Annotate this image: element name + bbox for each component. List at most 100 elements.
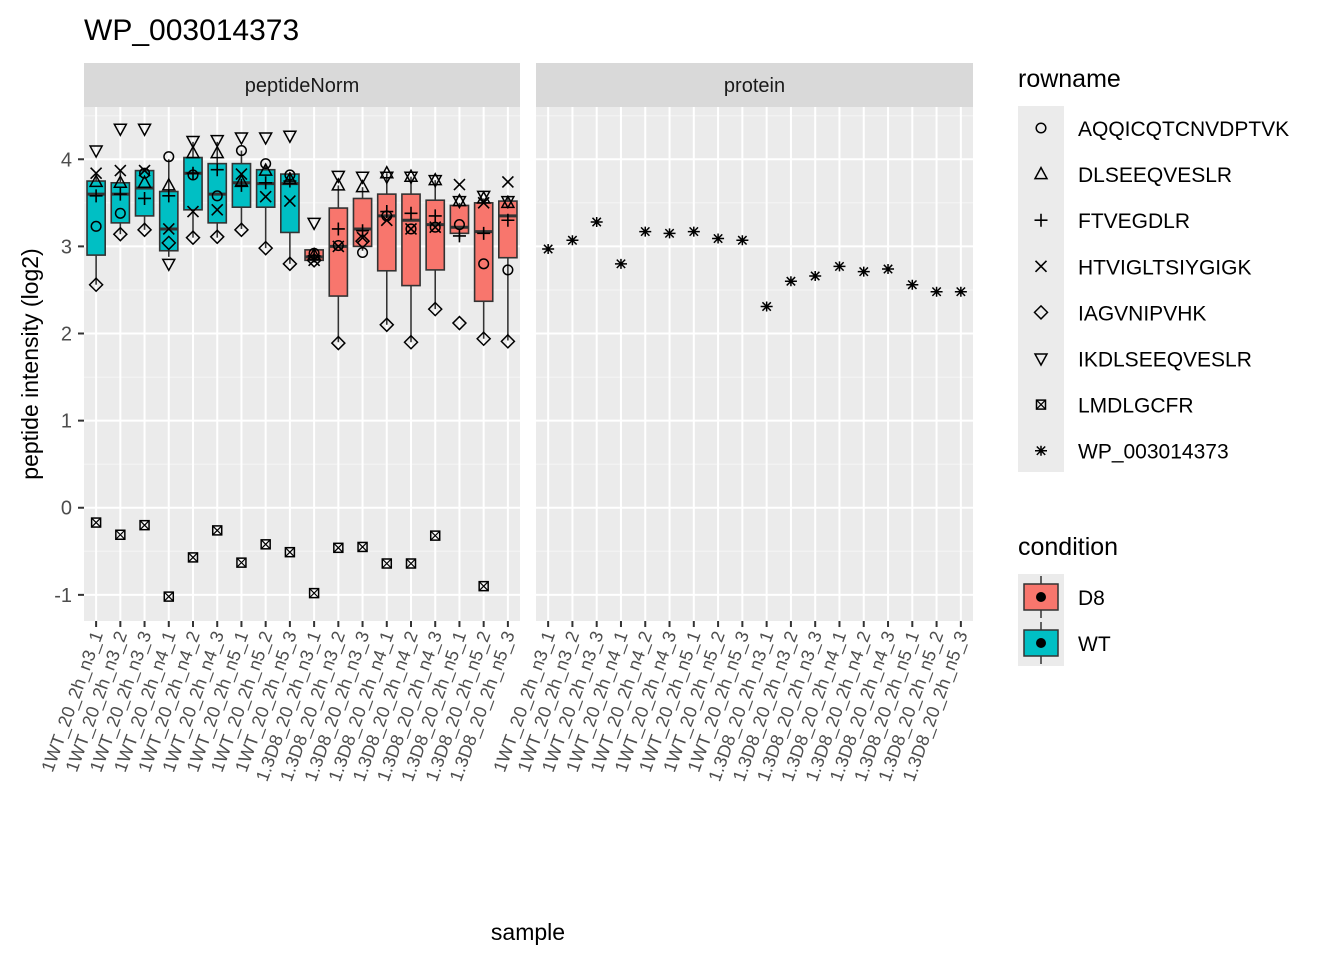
point-square-cross bbox=[478, 580, 489, 592]
point-plus bbox=[283, 174, 297, 188]
point-circle bbox=[163, 151, 175, 163]
y-tick-label: 3 bbox=[61, 236, 72, 258]
point-asterisk bbox=[566, 235, 579, 246]
point-square-cross-cross bbox=[333, 542, 344, 553]
point-circle bbox=[260, 158, 272, 170]
point-square-cross bbox=[163, 591, 175, 602]
point-triangle-down bbox=[306, 217, 322, 231]
point-square-cross bbox=[236, 557, 247, 568]
legend-condition-label: WT bbox=[1078, 633, 1111, 656]
point-triangle-down bbox=[331, 170, 346, 184]
point-triangle-down bbox=[161, 258, 177, 272]
chart-title: WP_003014373 bbox=[84, 14, 299, 47]
point-square-cross-cross bbox=[163, 591, 174, 602]
point-triangle-down bbox=[500, 195, 516, 210]
point-plus bbox=[138, 191, 152, 205]
point-circle bbox=[90, 220, 102, 232]
point-circle bbox=[235, 145, 247, 157]
point-cross bbox=[138, 164, 151, 177]
y-tick-label: 0 bbox=[61, 498, 72, 520]
y-axis: -1 0 1 2 3 4 bbox=[54, 149, 84, 607]
point-diamond bbox=[209, 229, 225, 245]
legend-key-dot bbox=[1036, 592, 1046, 602]
point-triangle bbox=[331, 177, 346, 191]
point-plus bbox=[428, 209, 442, 223]
legend-rowname-label: LMDLGCFR bbox=[1078, 395, 1194, 418]
point-square-cross-cross bbox=[284, 547, 295, 558]
legend-rowname-label: DLSEEQVESLR bbox=[1078, 164, 1232, 187]
point-asterisk bbox=[614, 258, 627, 269]
point-circle bbox=[139, 167, 151, 179]
point-circle bbox=[429, 221, 441, 233]
legend-key-square-cross-cross bbox=[1036, 399, 1046, 410]
grid-layer bbox=[84, 107, 973, 621]
boxes-layer bbox=[86, 141, 518, 343]
points-layer bbox=[88, 123, 967, 602]
point-plus bbox=[380, 205, 394, 219]
legend-rowname-label: FTVEGDLR bbox=[1078, 210, 1190, 233]
strip-label-peptideNorm: peptideNorm bbox=[245, 75, 360, 97]
point-cross bbox=[90, 167, 103, 180]
x-axis: 1WT_20_2h_n3_11WT_20_2h_n3_21WT_20_2h_n3… bbox=[37, 621, 973, 784]
point-diamond bbox=[282, 256, 298, 272]
point-plus bbox=[404, 206, 418, 220]
point-triangle-down bbox=[258, 132, 273, 146]
x-axis-title: sample bbox=[491, 919, 565, 945]
series-WP_003014373 bbox=[542, 216, 967, 312]
point-square-cross bbox=[115, 529, 126, 541]
legend-condition-title: condition bbox=[1018, 533, 1118, 561]
box-body bbox=[352, 197, 373, 248]
point-square-cross bbox=[139, 519, 150, 531]
box-body bbox=[183, 156, 203, 211]
point-diamond bbox=[233, 222, 250, 238]
point-triangle-down bbox=[234, 132, 249, 146]
point-square-cross-cross bbox=[188, 552, 198, 563]
y-axis-title: peptide intensity (log2) bbox=[17, 248, 43, 479]
legend-key-triangle bbox=[1033, 166, 1049, 180]
point-diamond bbox=[476, 331, 492, 347]
box-body bbox=[473, 202, 494, 303]
point-square-cross bbox=[381, 558, 393, 569]
point-triangle-down bbox=[476, 190, 491, 204]
point-asterisk bbox=[542, 244, 555, 255]
point-diamond bbox=[427, 301, 443, 317]
series-LMDLGCFR bbox=[90, 517, 489, 602]
series-IAGVNIPVHK bbox=[88, 222, 516, 351]
point-plus bbox=[452, 229, 466, 243]
point-diamond bbox=[451, 315, 468, 331]
legend-key-square-cross bbox=[1035, 399, 1047, 410]
point-square-cross-cross bbox=[212, 525, 223, 536]
box-body bbox=[425, 199, 446, 271]
legend-key-dot bbox=[1036, 638, 1046, 648]
point-diamond bbox=[379, 317, 395, 333]
point-diamond bbox=[185, 230, 201, 246]
series-IKDLSEEQVESLR bbox=[88, 123, 516, 272]
point-plus bbox=[331, 222, 345, 236]
legend-key-diamond bbox=[1033, 304, 1049, 320]
point-square-cross-cross bbox=[260, 539, 271, 550]
point-triangle-down bbox=[185, 135, 201, 150]
point-circle bbox=[114, 207, 126, 219]
point-square-cross-cross bbox=[406, 558, 416, 569]
point-asterisk bbox=[712, 233, 725, 244]
panel-bg-protein bbox=[536, 107, 973, 621]
point-diamond bbox=[500, 333, 516, 349]
strip-protein bbox=[536, 63, 973, 107]
legend-key-asterisk bbox=[1035, 445, 1047, 456]
y-tick-label: 1 bbox=[61, 411, 72, 433]
y-tick-label: 2 bbox=[61, 324, 72, 346]
point-asterisk bbox=[857, 266, 870, 277]
point-square-cross bbox=[333, 542, 344, 554]
point-square-cross-cross bbox=[115, 529, 126, 540]
box-body bbox=[328, 207, 349, 297]
point-square-cross-cross bbox=[91, 517, 102, 528]
point-square-cross bbox=[211, 525, 223, 536]
point-square-cross bbox=[308, 587, 320, 599]
strip-peptideNorm bbox=[84, 63, 520, 107]
point-cross bbox=[211, 203, 224, 216]
point-square-cross bbox=[187, 552, 199, 563]
point-square-cross bbox=[284, 546, 296, 558]
point-asterisk bbox=[930, 286, 943, 297]
legend-rowname-title: rowname bbox=[1018, 65, 1121, 93]
